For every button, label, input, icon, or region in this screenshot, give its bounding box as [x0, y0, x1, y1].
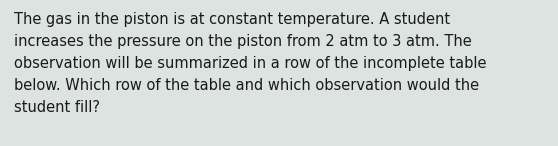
Text: increases the pressure on the piston from 2 atm to 3 atm. The: increases the pressure on the piston fro… — [14, 34, 472, 49]
Text: The gas in the piston is at constant temperature. A student: The gas in the piston is at constant tem… — [14, 12, 450, 27]
Text: student fill?: student fill? — [14, 100, 100, 115]
Text: below. Which row of the table and which observation would the: below. Which row of the table and which … — [14, 78, 479, 93]
Text: observation will be summarized in a row of the incomplete table: observation will be summarized in a row … — [14, 56, 487, 71]
